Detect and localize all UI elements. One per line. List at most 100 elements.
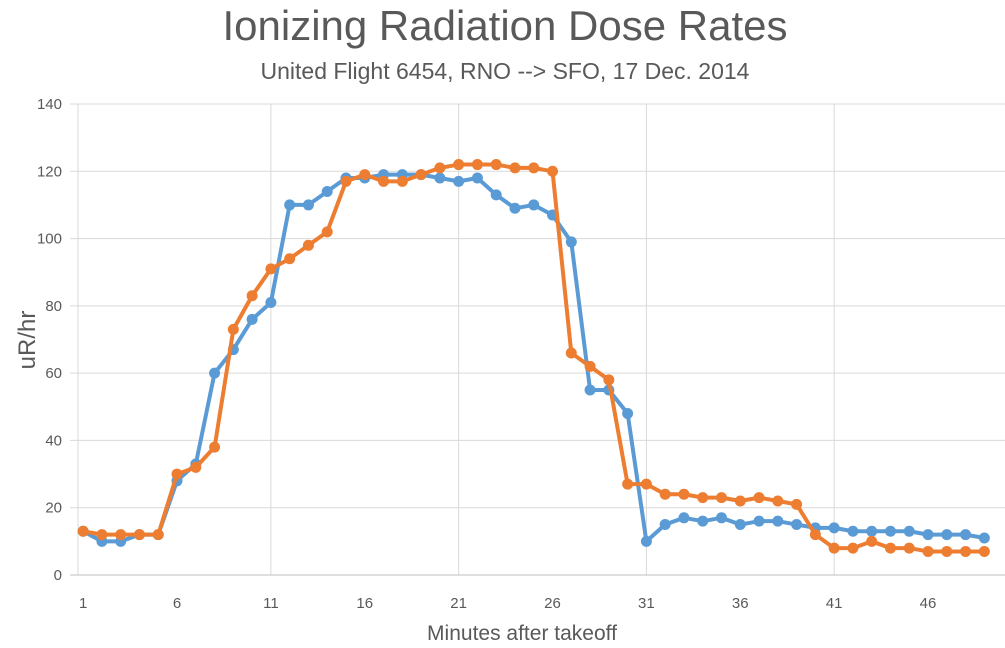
data-point — [340, 175, 352, 187]
grid — [70, 103, 1005, 575]
data-point — [791, 519, 803, 531]
data-point — [359, 169, 371, 181]
data-point — [227, 323, 239, 335]
data-point — [565, 236, 577, 248]
series-2 — [77, 159, 990, 557]
data-point — [697, 492, 709, 504]
data-point — [584, 360, 596, 372]
data-point — [509, 162, 521, 174]
data-point — [734, 519, 746, 531]
x-tick-label: 16 — [356, 595, 373, 612]
data-point — [321, 226, 333, 238]
data-point — [828, 522, 840, 534]
data-point — [490, 159, 502, 171]
y-tick-labels: 0 20 40 60 80 100 120 140 — [37, 96, 62, 584]
data-point — [734, 495, 746, 507]
x-tick-labels: 1 6 11 16 21 26 31 36 41 46 — [79, 595, 936, 612]
data-point — [922, 529, 934, 541]
data-point — [622, 408, 634, 420]
series-line — [81, 172, 987, 544]
data-point — [190, 461, 202, 473]
x-tick-label: 41 — [826, 595, 843, 612]
data-point — [209, 441, 221, 453]
data-point — [77, 525, 89, 537]
data-point — [378, 175, 390, 187]
data-point — [978, 545, 990, 557]
x-tick-label: 1 — [79, 595, 87, 612]
data-point — [584, 384, 596, 396]
data-point — [847, 525, 859, 537]
y-tick-label: 100 — [37, 231, 62, 248]
data-point — [753, 515, 765, 527]
data-point — [265, 296, 277, 308]
data-point — [772, 495, 784, 507]
data-point — [715, 512, 727, 524]
data-point — [509, 202, 521, 214]
data-point — [678, 488, 690, 500]
data-point — [640, 535, 652, 547]
y-tick-label: 0 — [54, 567, 62, 584]
data-point — [246, 313, 258, 325]
data-point — [697, 515, 709, 527]
data-point — [115, 529, 127, 541]
data-point — [941, 529, 953, 541]
data-point — [528, 162, 540, 174]
x-tick-label: 21 — [450, 595, 467, 612]
data-point — [209, 367, 221, 379]
data-point — [866, 535, 878, 547]
data-point — [603, 374, 615, 386]
y-tick-label: 20 — [45, 500, 62, 517]
chart-subtitle: United Flight 6454, RNO --> SFO, 17 Dec.… — [260, 58, 750, 84]
x-axis-title: Minutes after takeoff — [427, 622, 617, 645]
data-point — [903, 542, 915, 554]
data-point — [471, 172, 483, 184]
data-point — [884, 542, 896, 554]
y-axis-title: uR/hr — [14, 311, 41, 370]
x-tick-label: 6 — [173, 595, 181, 612]
data-point — [415, 169, 427, 181]
data-point — [396, 175, 408, 187]
data-point — [847, 542, 859, 554]
data-point — [284, 199, 296, 211]
data-point — [302, 199, 314, 211]
data-point — [903, 525, 915, 537]
x-tick-label: 11 — [263, 595, 279, 612]
data-point — [791, 498, 803, 510]
data-point — [772, 515, 784, 527]
y-tick-label: 40 — [45, 432, 62, 449]
x-tick-label: 31 — [638, 595, 655, 612]
data-point — [302, 239, 314, 251]
data-point — [152, 529, 164, 541]
data-point — [941, 545, 953, 557]
data-point — [753, 492, 765, 504]
data-point — [622, 478, 634, 490]
data-point — [284, 253, 296, 265]
data-point — [659, 488, 671, 500]
x-tick-label: 46 — [920, 595, 937, 612]
data-point — [434, 172, 446, 184]
data-point — [828, 542, 840, 554]
data-point — [960, 545, 972, 557]
data-point — [321, 185, 333, 197]
data-point — [453, 175, 465, 187]
data-point — [866, 525, 878, 537]
series-1 — [77, 169, 990, 547]
data-point — [978, 532, 990, 544]
x-tick-label: 26 — [544, 595, 561, 612]
y-tick-label: 120 — [37, 163, 62, 180]
data-point — [640, 478, 652, 490]
data-point — [884, 525, 896, 537]
x-tick-label: 36 — [732, 595, 749, 612]
data-point — [547, 165, 559, 177]
data-point — [809, 529, 821, 541]
y-tick-label: 140 — [37, 96, 62, 113]
y-tick-label: 60 — [45, 365, 62, 382]
data-point — [453, 159, 465, 171]
data-point — [133, 529, 145, 541]
data-point — [265, 263, 277, 275]
data-point — [490, 189, 502, 201]
data-point — [471, 159, 483, 171]
y-tick-label: 80 — [45, 298, 62, 315]
data-point — [659, 519, 671, 531]
series-line — [81, 162, 987, 554]
